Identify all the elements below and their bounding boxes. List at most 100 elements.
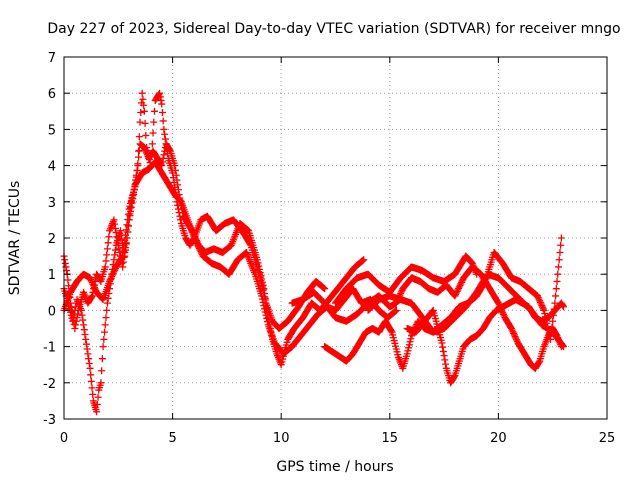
y-tick-label: 6 — [48, 87, 56, 102]
data-point — [90, 283, 98, 291]
data-point — [135, 153, 143, 161]
y-tick-label: 0 — [48, 304, 56, 319]
data-point — [111, 266, 119, 274]
data-point — [173, 176, 181, 184]
data-point — [141, 119, 149, 127]
data-point — [109, 269, 117, 277]
data-point — [148, 140, 156, 148]
data-point — [539, 305, 547, 313]
data-point — [407, 335, 415, 343]
data-point — [93, 408, 101, 416]
data-point — [387, 327, 395, 335]
data-point — [494, 299, 502, 307]
axis-ticks: -3 -2 -1 0 1 2 3 4 5 6 7 0 5 10 15 20 25 — [43, 51, 615, 446]
data-point — [161, 130, 169, 138]
data-point — [110, 256, 118, 264]
data-point — [104, 239, 112, 247]
data-point — [88, 277, 96, 285]
data-point — [158, 158, 166, 166]
data-point — [97, 379, 105, 387]
x-tick-label: 5 — [168, 431, 176, 446]
data-point — [88, 279, 96, 287]
data-point — [254, 259, 262, 267]
data-point — [98, 355, 106, 363]
data-point — [136, 118, 144, 126]
data-point — [74, 310, 82, 318]
data-point — [113, 233, 121, 241]
data-point — [454, 286, 462, 294]
data-point — [111, 251, 119, 259]
data-point — [453, 287, 461, 295]
data-point — [99, 343, 107, 351]
data-point — [258, 295, 266, 303]
data-point — [121, 236, 129, 244]
data-point — [554, 263, 562, 271]
data-point — [507, 325, 515, 332]
data-point — [191, 236, 199, 244]
data-point — [88, 292, 96, 300]
data-point — [88, 293, 96, 301]
data-point — [450, 373, 458, 381]
data-point — [156, 89, 164, 97]
data-point — [258, 292, 266, 300]
data-point — [513, 336, 520, 344]
data-point — [172, 171, 180, 179]
data-point — [540, 306, 548, 314]
data-point — [192, 237, 200, 245]
data-point — [193, 240, 201, 248]
data-point — [124, 222, 132, 230]
data-point — [72, 317, 80, 325]
data-point — [86, 364, 94, 372]
data-point — [103, 299, 111, 307]
data-point — [508, 326, 516, 334]
data-point — [81, 331, 89, 339]
data-point — [559, 302, 567, 310]
data-point — [499, 309, 507, 317]
data-point — [88, 384, 96, 392]
data-point — [102, 257, 110, 265]
data-point — [255, 262, 263, 270]
data-point — [111, 246, 119, 254]
data-point — [195, 243, 203, 251]
data-point — [406, 338, 414, 346]
y-tick-label: -2 — [43, 377, 56, 392]
data-point — [557, 241, 565, 249]
data-point — [197, 248, 205, 256]
data-point — [195, 245, 203, 253]
data-point — [80, 326, 88, 334]
data-point — [79, 316, 87, 324]
data-point — [82, 335, 90, 343]
data-point — [121, 248, 129, 256]
data-point — [91, 285, 99, 293]
data-point — [473, 270, 481, 278]
data-point — [455, 283, 463, 291]
data-point — [260, 302, 268, 310]
data-point — [455, 284, 463, 292]
data-point — [83, 345, 91, 353]
data-point — [159, 154, 167, 162]
data-point — [557, 234, 565, 242]
data-point — [85, 359, 93, 367]
data-point — [452, 290, 460, 298]
data-point — [263, 318, 271, 326]
data-point — [137, 109, 145, 117]
y-tick-label: 1 — [48, 268, 56, 283]
data-point — [262, 311, 270, 319]
data-point — [438, 339, 446, 347]
data-point — [102, 314, 110, 322]
data-point — [158, 109, 166, 117]
data-markers — [60, 89, 568, 416]
chart-title: Day 227 of 2023, Sidereal Day-to-day VTE… — [47, 21, 620, 37]
data-point — [259, 298, 267, 306]
data-point — [68, 308, 76, 316]
data-point — [119, 247, 127, 255]
data-point — [72, 321, 80, 329]
data-point — [457, 278, 465, 286]
data-point — [160, 151, 168, 159]
data-point — [118, 253, 126, 261]
data-point — [90, 282, 98, 290]
data-point — [560, 303, 568, 311]
data-point — [140, 107, 148, 115]
data-point — [510, 329, 518, 337]
